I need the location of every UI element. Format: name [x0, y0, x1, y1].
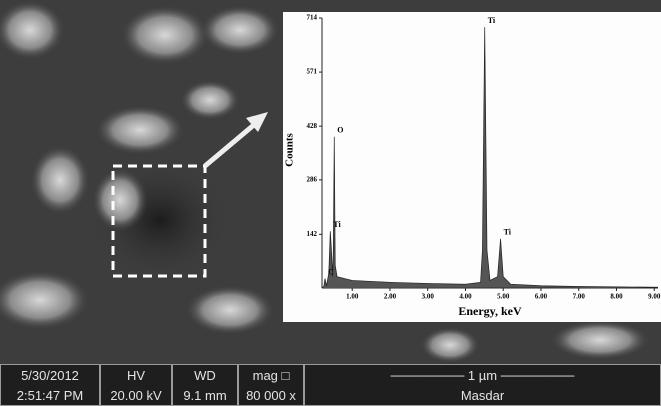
- x-tick-label: 7.00: [573, 293, 586, 301]
- peak-label: Ti: [504, 228, 512, 237]
- y-axis-label: Counts: [284, 132, 296, 166]
- y-tick-label: 286: [307, 175, 318, 183]
- mag-value: 80 000 x: [246, 388, 296, 403]
- institution: Masdar: [461, 388, 504, 403]
- y-tick-label: 428: [307, 122, 318, 130]
- x-tick-label: 5.00: [497, 293, 510, 301]
- wd-value: 9.1 mm: [183, 388, 226, 403]
- scale-bar: ──────── 1 µm ────────: [391, 368, 575, 383]
- hv-label: HV: [127, 368, 145, 383]
- hv-cell: HV 20.00 kV: [100, 364, 172, 406]
- peak-label: C: [328, 267, 334, 276]
- sem-figure: Counts Energy, keV 142 286 428 571 714 1.00 2.…: [0, 0, 661, 406]
- peak-label: O: [337, 126, 343, 135]
- time: 2:51:47 PM: [17, 388, 84, 403]
- date: 5/30/2012: [21, 368, 79, 383]
- wd-cell: WD 9.1 mm: [172, 364, 238, 406]
- x-tick-label: 6.00: [535, 293, 548, 301]
- wd-label: WD: [194, 368, 216, 383]
- y-tick-label: 714: [307, 14, 318, 22]
- eds-panel: [283, 12, 661, 322]
- mag-cell: mag □ 80 000 x: [238, 364, 304, 406]
- x-tick-label: 3.00: [422, 293, 435, 301]
- peak-label: Ti: [333, 220, 341, 229]
- hv-value: 20.00 kV: [110, 388, 161, 403]
- x-tick-label: 4.00: [459, 293, 472, 301]
- scale-cell: ──────── 1 µm ──────── Masdar: [304, 364, 661, 406]
- date-cell: 5/30/2012 2:51:47 PM: [0, 364, 100, 406]
- sem-image: Counts Energy, keV 142 286 428 571 714 1.00 2.…: [0, 0, 661, 364]
- y-tick-label: 571: [307, 68, 318, 76]
- y-tick-label: 142: [307, 230, 318, 238]
- x-tick-label: 1.00: [346, 293, 359, 301]
- peak-label: Ti: [488, 16, 496, 25]
- x-tick-label: 2.00: [384, 293, 397, 301]
- x-tick-label: 8.00: [610, 293, 623, 301]
- x-axis-label: Energy, keV: [458, 304, 522, 318]
- x-tick-label: 9.00: [648, 293, 661, 301]
- mag-label: mag □: [253, 368, 290, 383]
- scale-label: 1 µm: [468, 368, 497, 383]
